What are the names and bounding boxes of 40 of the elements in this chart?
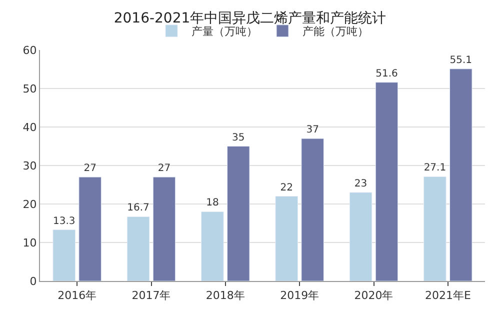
bar xyxy=(424,176,446,281)
bar xyxy=(227,146,250,281)
x-tick-label: 2018年 xyxy=(206,289,245,302)
y-tick-label: 40 xyxy=(22,120,37,134)
bar xyxy=(275,196,298,281)
y-tick-label: 50 xyxy=(22,82,37,96)
x-tick-label: 2021年E xyxy=(424,289,471,302)
bar xyxy=(375,82,398,281)
bar xyxy=(201,211,224,281)
bar xyxy=(78,176,102,281)
data-label: 55.1 xyxy=(450,54,472,66)
y-tick-label: 30 xyxy=(22,159,37,172)
x-tick-label: 2016年 xyxy=(58,289,97,302)
data-label: 27 xyxy=(84,163,96,174)
data-label: 51.6 xyxy=(376,68,398,80)
y-tick-label: 10 xyxy=(22,236,37,250)
y-tick-label: 0 xyxy=(30,274,37,288)
y-tick-label: 60 xyxy=(22,44,37,57)
x-tick-label: 2017年 xyxy=(132,289,171,302)
data-label: 27.1 xyxy=(424,162,446,174)
bar xyxy=(152,176,176,281)
x-tick-label: 2019年 xyxy=(280,289,320,302)
bar xyxy=(450,68,472,281)
data-label: 37 xyxy=(306,124,319,136)
data-label: 22 xyxy=(280,182,293,194)
data-label: 18 xyxy=(206,198,219,209)
data-label: 27 xyxy=(158,163,171,174)
x-tick-label: 2020年 xyxy=(354,289,394,302)
data-label: 13.3 xyxy=(52,216,76,227)
bar xyxy=(349,192,372,281)
data-label: 16.7 xyxy=(127,202,150,214)
legend-label: 产量（万吨） xyxy=(192,25,258,38)
data-label: 35 xyxy=(232,132,245,144)
bar xyxy=(52,230,76,281)
data-label: 23 xyxy=(354,178,368,190)
y-tick-label: 20 xyxy=(22,198,37,211)
bar xyxy=(301,138,324,281)
legend-label: 产能（万吨） xyxy=(302,25,368,38)
bar xyxy=(126,216,150,281)
chart-title: 2016-2021年中国异戊二烯产量和产能统计 xyxy=(114,10,386,26)
